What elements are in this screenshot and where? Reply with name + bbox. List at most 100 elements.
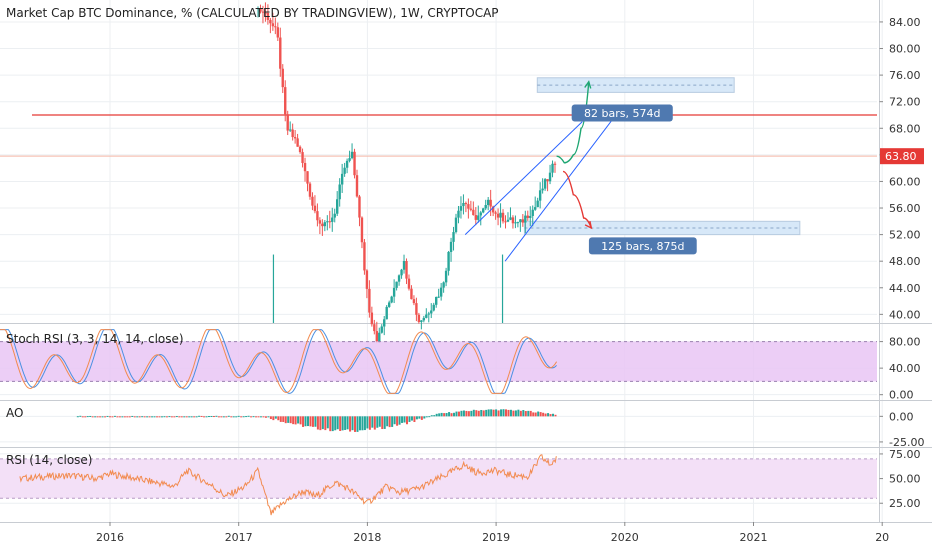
candle-body <box>447 251 450 271</box>
ao-histogram-bar <box>381 416 384 430</box>
ao-histogram-bar <box>373 416 376 430</box>
ao-histogram-bar <box>539 412 542 417</box>
ao-histogram-bar <box>153 416 156 418</box>
stoch-rsi-pane[interactable] <box>0 329 877 394</box>
candle-body <box>407 278 411 289</box>
ao-pane[interactable] <box>76 409 557 432</box>
rsi-pane[interactable] <box>0 454 877 516</box>
ao-histogram-bar <box>208 416 210 418</box>
ao-histogram-bar <box>465 410 468 417</box>
candle-body <box>373 324 376 332</box>
candle-body <box>271 23 275 27</box>
candle-body <box>390 296 393 303</box>
candle-body <box>514 222 517 224</box>
candle-body <box>345 160 349 168</box>
stoch-axis-tick-label: 0.00 <box>889 389 914 402</box>
ao-histogram-bar <box>210 415 213 417</box>
candle-body <box>269 19 272 24</box>
ao-histogram-bar <box>460 410 463 417</box>
time-axis-tick-label: 2019 <box>482 531 510 544</box>
ao-histogram-bar <box>344 416 347 430</box>
ao-histogram-bar <box>121 416 124 418</box>
lower-zone-label-badge-text: 125 bars, 875d <box>601 240 684 253</box>
ao-histogram-bar <box>272 416 275 421</box>
ao-histogram-bar <box>470 410 473 417</box>
ao-histogram-bar <box>180 416 183 418</box>
price-pane[interactable]: 82 bars, 574d 125 bars, 875d <box>0 2 877 344</box>
ao-histogram-bar <box>358 416 361 431</box>
stoch-d-line <box>0 329 558 394</box>
ao-histogram-bar <box>307 416 309 427</box>
ao-histogram-bar <box>86 416 89 418</box>
ao-histogram-bar <box>96 416 99 418</box>
candle-body <box>316 211 319 221</box>
candle-body <box>435 296 438 305</box>
ao-histogram-bar <box>116 416 119 418</box>
candle-body <box>370 312 374 325</box>
ao-histogram-bar <box>170 416 173 418</box>
ao-histogram-bar <box>356 416 359 432</box>
candle-body <box>326 221 329 223</box>
trend-channel-line[interactable] <box>464 121 583 235</box>
ao-histogram-bar <box>136 416 139 418</box>
ao-histogram-bar <box>435 413 438 417</box>
candle-body <box>486 199 490 206</box>
ao-histogram-bar <box>84 416 87 418</box>
bearish-projection-path[interactable] <box>562 170 592 229</box>
candle-body <box>491 206 495 213</box>
ao-histogram-bar <box>477 410 480 417</box>
ao-histogram-bar <box>544 413 547 417</box>
candle-body <box>412 299 416 304</box>
candle-body <box>494 212 497 214</box>
candle-body <box>264 12 267 14</box>
price-axis-tick-label: 72.00 <box>889 96 921 109</box>
ao-histogram-bar <box>462 410 465 417</box>
ao-histogram-bar <box>240 416 243 418</box>
candle-body <box>328 221 331 223</box>
ao-histogram-bar <box>113 415 116 417</box>
ao-histogram-bar <box>534 412 537 417</box>
candle-body <box>402 261 406 270</box>
bullish-projection-path[interactable] <box>556 81 590 164</box>
ao-histogram-bar <box>398 416 401 425</box>
candle-body <box>343 167 346 174</box>
ao-histogram-bar <box>487 409 490 417</box>
ao-histogram-bar <box>123 416 126 418</box>
ao-histogram-bar <box>393 416 396 425</box>
candle-body <box>308 183 312 197</box>
trend-channel-line[interactable] <box>504 108 622 262</box>
ao-histogram-bar <box>438 413 441 417</box>
candle-body <box>318 220 322 224</box>
candle-body <box>338 184 341 200</box>
ao-histogram-bar <box>428 416 431 418</box>
candle-body <box>415 303 418 315</box>
upper-zone-label-badge-text: 82 bars, 574d <box>584 107 660 120</box>
candle-body <box>281 68 284 88</box>
candle-body <box>437 296 440 298</box>
ao-histogram-bar <box>497 410 500 417</box>
time-axis[interactable]: 2016 2017 2018 2019 2020 2021 20 <box>96 522 889 544</box>
ao-histogram-bar <box>220 416 223 418</box>
candle-body <box>551 163 554 173</box>
candle-body <box>511 217 515 224</box>
ao-histogram-bar <box>294 416 297 425</box>
ao-histogram-bar <box>500 409 503 417</box>
candle-body <box>410 288 413 300</box>
time-axis-tick-label: 2017 <box>225 531 253 544</box>
ao-histogram-bar <box>118 416 121 418</box>
price-axis[interactable]: 84.0080.0076.0072.0068.0064.0060.0056.00… <box>879 16 925 510</box>
candle-body <box>400 269 403 276</box>
candle-body <box>279 37 282 69</box>
candle-body <box>526 215 529 218</box>
ao-histogram-bar <box>351 416 354 431</box>
ao-histogram-bar <box>81 416 84 418</box>
ao-histogram-bar <box>277 416 280 421</box>
ao-histogram-bar <box>502 409 505 417</box>
ao-histogram-bar <box>388 416 391 428</box>
price-axis-tick-label: 52.00 <box>889 229 921 242</box>
ao-histogram-bar <box>430 415 433 417</box>
ao-histogram-bar <box>104 416 107 418</box>
candle-body <box>298 146 302 153</box>
ao-histogram-bar <box>547 413 550 417</box>
ao-histogram-bar <box>274 416 277 419</box>
